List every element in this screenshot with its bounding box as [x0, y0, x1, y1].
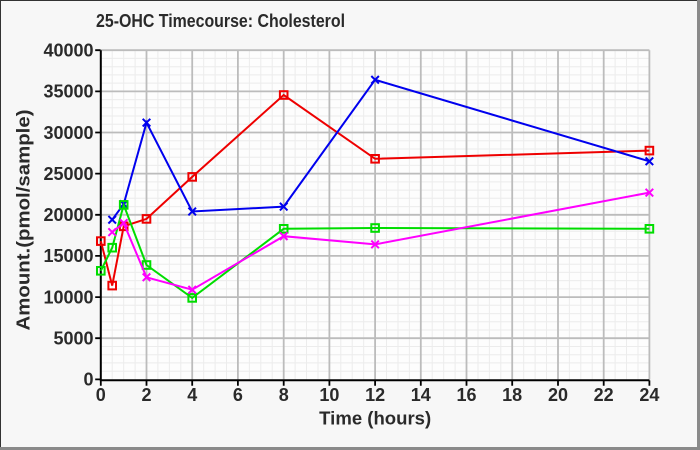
- svg-text:25000: 25000: [43, 164, 93, 184]
- svg-text:20000: 20000: [43, 205, 93, 225]
- svg-text:12: 12: [365, 385, 385, 405]
- svg-text:0: 0: [83, 370, 93, 390]
- svg-text:18: 18: [502, 385, 522, 405]
- svg-text:24: 24: [639, 385, 659, 405]
- svg-text:5000: 5000: [53, 329, 93, 349]
- svg-text:2: 2: [141, 385, 151, 405]
- svg-text:16: 16: [456, 385, 476, 405]
- svg-text:4: 4: [187, 385, 197, 405]
- svg-text:40000: 40000: [43, 41, 93, 61]
- svg-text:0: 0: [96, 385, 106, 405]
- svg-text:20: 20: [548, 385, 568, 405]
- svg-text:10000: 10000: [43, 287, 93, 307]
- svg-text:15000: 15000: [43, 246, 93, 266]
- svg-text:14: 14: [411, 385, 431, 405]
- svg-text:Time (hours): Time (hours): [319, 409, 431, 429]
- svg-text:8: 8: [279, 385, 289, 405]
- svg-text:35000: 35000: [43, 82, 93, 102]
- svg-text:10: 10: [319, 385, 339, 405]
- svg-text:Amount.(pmol/sample): Amount.(pmol/sample): [14, 110, 34, 331]
- svg-text:25-OHC Timecourse: Cholesterol: 25-OHC Timecourse: Cholesterol: [96, 11, 345, 31]
- svg-text:30000: 30000: [43, 123, 93, 143]
- svg-text:6: 6: [233, 385, 243, 405]
- svg-text:22: 22: [594, 385, 614, 405]
